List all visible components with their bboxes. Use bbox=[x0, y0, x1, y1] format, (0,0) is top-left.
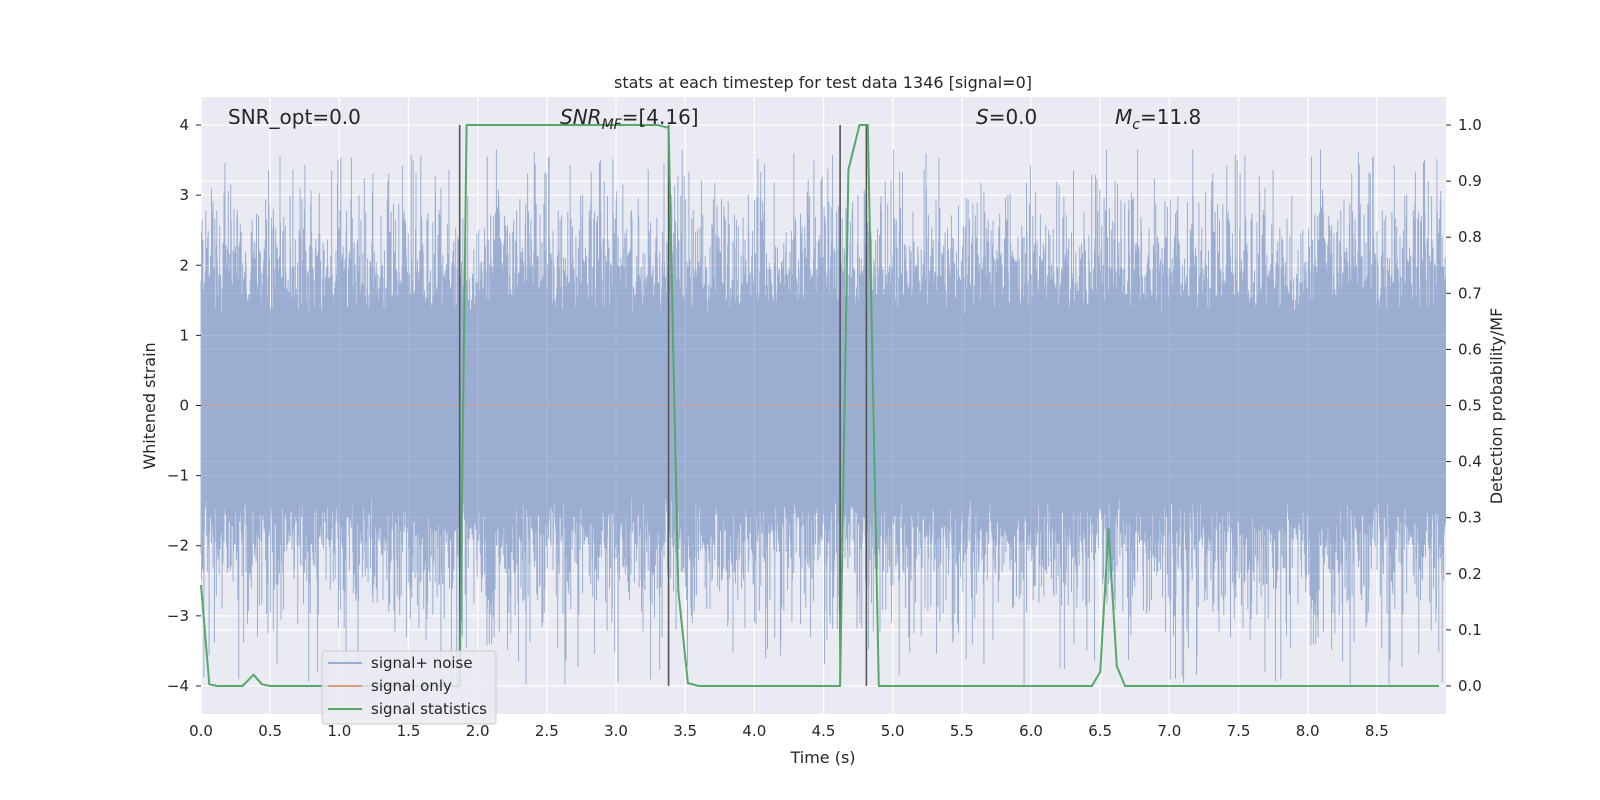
x-tick-label: 3.5 bbox=[673, 722, 697, 740]
x-tick-label: 1.5 bbox=[397, 722, 421, 740]
y-right-tick-label: 0.9 bbox=[1458, 172, 1482, 190]
y-left-tick-label: −4 bbox=[167, 677, 189, 695]
annotation-snr-opt: SNR_opt=0.0 bbox=[228, 105, 361, 129]
y-right-tick-label: 0.3 bbox=[1458, 509, 1482, 527]
x-tick-label: 4.0 bbox=[742, 722, 766, 740]
annotation-snr-mf-value: =[4.16] bbox=[622, 105, 699, 129]
x-tick-label: 1.0 bbox=[327, 722, 351, 740]
annotation-snr-mf: SNRMF=[4.16] bbox=[560, 105, 699, 133]
signal-statistics-line bbox=[200, 124, 1440, 687]
x-tick-label: 7.5 bbox=[1227, 722, 1251, 740]
signal-noise-series bbox=[200, 149, 1446, 685]
annotation-snr-mf-sub: MF bbox=[602, 117, 623, 133]
y-right-tick-label: 1.0 bbox=[1458, 116, 1482, 134]
annotation-s-italic: S bbox=[976, 105, 989, 129]
legend-label-signal-noise: signal+ noise bbox=[371, 654, 473, 672]
legend-label-signal-only: signal only bbox=[371, 677, 452, 695]
y-left-tick-label: 1 bbox=[179, 326, 189, 344]
annotation-s-value: =0.0 bbox=[989, 105, 1038, 129]
x-tick-label: 5.0 bbox=[881, 722, 905, 740]
y-left-tick-label: −1 bbox=[167, 467, 189, 485]
annotation-mc-value: =11.8 bbox=[1140, 105, 1201, 129]
x-tick-label: 2.5 bbox=[535, 722, 559, 740]
y-right-tick-label: 0.2 bbox=[1458, 565, 1482, 583]
y-left-tick-label: 3 bbox=[179, 186, 189, 204]
chart-title: stats at each timestep for test data 134… bbox=[614, 73, 1032, 92]
vertical-lines bbox=[458, 125, 868, 686]
y-left-tick-label: 0 bbox=[179, 397, 189, 415]
annotation-mc-sub: c bbox=[1132, 117, 1140, 133]
x-tick-label: 0.5 bbox=[258, 722, 282, 740]
x-tick-label: 3.0 bbox=[604, 722, 628, 740]
x-tick-label: 8.5 bbox=[1365, 722, 1389, 740]
annotation-snr-mf-main: SNR bbox=[560, 105, 602, 129]
x-tick-label: 2.0 bbox=[466, 722, 490, 740]
y-right-tick-label: 0.1 bbox=[1458, 621, 1482, 639]
y-right-tick-label: 0.8 bbox=[1458, 228, 1482, 246]
signal-statistics-series bbox=[200, 124, 1440, 687]
x-tick-label: 5.5 bbox=[950, 722, 974, 740]
signal-noise-line bbox=[200, 149, 1446, 685]
x-tick-label: 0.0 bbox=[189, 722, 213, 740]
y-left-tick-label: 2 bbox=[179, 256, 189, 274]
x-tick-label: 4.5 bbox=[812, 722, 836, 740]
x-tick-label: 6.0 bbox=[1019, 722, 1043, 740]
legend: signal+ noise signal only signal statist… bbox=[321, 650, 497, 725]
y-right-tick-label: 0.7 bbox=[1458, 284, 1482, 302]
legend-label-signal-statistics: signal statistics bbox=[371, 700, 487, 718]
annotation-s: S=0.0 bbox=[976, 105, 1037, 129]
y-left-tick-label: 4 bbox=[179, 116, 189, 134]
x-tick-label: 6.5 bbox=[1088, 722, 1112, 740]
x-axis-label: Time (s) bbox=[789, 748, 855, 767]
annotation-mc-main: M bbox=[1115, 105, 1132, 129]
y-left-tick-label: −2 bbox=[167, 537, 189, 555]
x-tick-label: 7.0 bbox=[1157, 722, 1181, 740]
y-right-tick-label: 0.4 bbox=[1458, 453, 1482, 471]
y-right-tick-label: 0.0 bbox=[1458, 677, 1482, 695]
x-tick-label: 8.0 bbox=[1296, 722, 1320, 740]
y-axis-label-left: Whitened strain bbox=[140, 342, 159, 469]
axis-ticks: 0.0 0.5 1.0 1.5 2.0 2.5 3.0 3.5 4.0 4.5 5.0 5.5 6.0 6… bbox=[167, 116, 1482, 740]
legend-box bbox=[321, 650, 497, 725]
y-axis-label-right: Detection probability/MF bbox=[1487, 308, 1506, 505]
y-right-tick-label: 0.6 bbox=[1458, 340, 1482, 358]
annotation-mc: Mc=11.8 bbox=[1115, 105, 1201, 133]
y-right-tick-label: 0.5 bbox=[1458, 397, 1482, 415]
y-left-tick-label: −3 bbox=[167, 607, 189, 625]
